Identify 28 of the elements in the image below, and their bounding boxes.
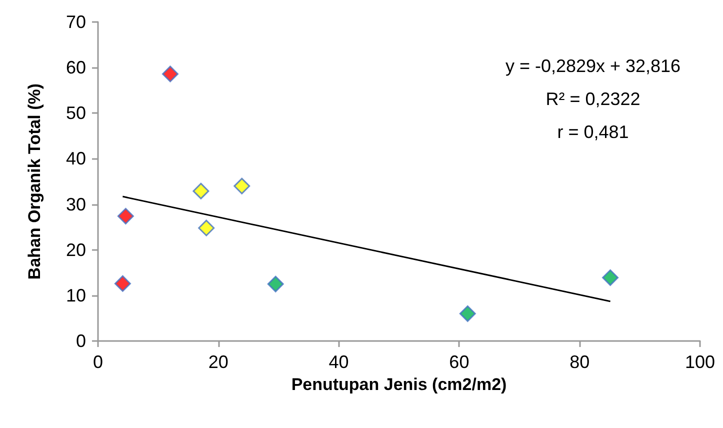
point [114, 275, 131, 292]
annotation: R² = 0,2322 [546, 89, 640, 109]
y-tick-label: 0 [76, 331, 86, 351]
point [117, 208, 134, 224]
point [602, 269, 619, 286]
point [198, 220, 215, 236]
x-tick-label: 0 [92, 352, 104, 372]
point [192, 182, 210, 200]
y-tick-label: 60 [66, 58, 86, 78]
point [267, 276, 284, 292]
x-tick-label: 40 [328, 352, 349, 372]
point [459, 305, 476, 322]
y-tick-label: 30 [66, 194, 86, 214]
y-tick-label: 10 [66, 285, 86, 306]
y-tick-label: 50 [66, 103, 86, 124]
x-tick-label: 80 [570, 352, 590, 372]
x-tick-label: 100 [684, 352, 716, 372]
y-tick-label: 70 [66, 12, 86, 32]
y-tick-label: 40 [66, 148, 86, 169]
x-tick-label: 20 [208, 352, 228, 372]
annotation: r = 0,481 [557, 122, 629, 142]
point [162, 66, 178, 82]
y-tick-label: 20 [66, 240, 86, 260]
x-tick-label: 60 [449, 352, 470, 372]
y-axis-title: Bahan Organik Total (%) [25, 83, 44, 280]
x-axis-title: Penutupan Jenis (cm2/m2) [291, 374, 507, 394]
point [234, 178, 250, 194]
annotation: y = -0,2829x + 32,816 [505, 56, 681, 76]
